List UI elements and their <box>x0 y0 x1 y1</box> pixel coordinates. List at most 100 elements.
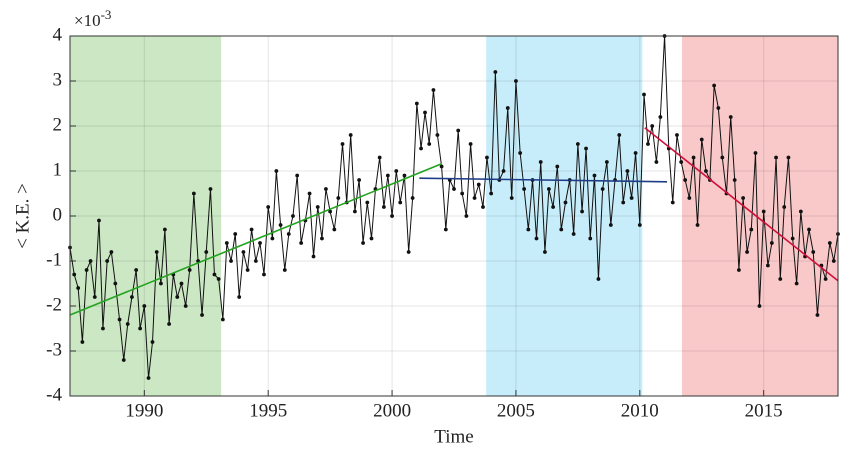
data-point <box>187 268 192 272</box>
data-point <box>295 173 300 178</box>
data-point <box>794 281 799 286</box>
data-point <box>357 178 362 182</box>
data-point <box>571 232 576 236</box>
data-point <box>464 214 469 218</box>
data-point <box>646 142 650 146</box>
data-point <box>468 142 473 146</box>
data-point <box>546 187 551 191</box>
data-point <box>505 106 510 110</box>
data-point <box>815 313 820 317</box>
data-point <box>596 277 601 281</box>
y-tick-label: 1 <box>53 159 63 180</box>
offset-exponent: -3 <box>101 7 112 22</box>
data-point <box>476 182 481 187</box>
data-point <box>414 101 419 106</box>
data-point <box>233 232 238 236</box>
data-point <box>121 358 126 362</box>
data-point <box>109 250 114 254</box>
data-point <box>811 250 816 254</box>
data-point <box>650 124 655 128</box>
data-point <box>394 169 399 173</box>
data-point <box>216 277 221 281</box>
data-point <box>712 83 717 88</box>
data-point <box>332 227 337 232</box>
data-point <box>489 191 494 196</box>
offset-base: ×10 <box>74 11 101 30</box>
data-point <box>208 187 213 191</box>
data-point <box>398 200 403 205</box>
data-point <box>220 317 225 322</box>
data-point <box>212 272 217 277</box>
data-point <box>183 304 188 308</box>
data-point <box>704 169 708 173</box>
data-point <box>299 241 304 245</box>
data-point <box>501 169 506 173</box>
data-point <box>765 263 770 268</box>
data-point <box>262 272 266 277</box>
data-point <box>798 209 803 214</box>
trend-line <box>644 127 839 282</box>
data-point <box>786 155 791 160</box>
data-point <box>658 115 663 119</box>
data-point <box>381 205 386 209</box>
data-point <box>675 133 679 137</box>
shaded-region <box>681 36 838 396</box>
data-point <box>72 272 77 277</box>
data-point <box>253 259 258 263</box>
data-point <box>113 281 118 286</box>
data-point <box>97 218 101 223</box>
data-point <box>514 79 518 83</box>
data-point <box>481 205 485 209</box>
data-point <box>134 268 139 272</box>
data-point <box>245 268 250 272</box>
data-point <box>720 155 725 160</box>
data-point <box>633 151 638 155</box>
data-point <box>592 173 597 178</box>
x-tick-label: 2010 <box>621 400 659 421</box>
y-tick-label: -4 <box>46 384 62 405</box>
data-point <box>753 151 758 155</box>
x-tick-label: 2000 <box>373 400 411 421</box>
data-point <box>604 160 609 164</box>
x-tick-label: 2005 <box>497 400 535 421</box>
data-point <box>443 227 448 232</box>
data-point <box>117 317 122 322</box>
data-point <box>522 187 527 191</box>
data-point <box>555 164 560 169</box>
data-point <box>237 295 242 299</box>
y-tick-label: 0 <box>53 204 63 225</box>
data-point <box>485 155 489 160</box>
data-point <box>150 340 155 344</box>
data-point <box>224 241 229 245</box>
y-offset-label: ×10-3 <box>74 7 111 30</box>
data-point <box>353 209 357 214</box>
data-point <box>423 110 427 115</box>
data-point <box>551 205 555 209</box>
y-axis-label: < K.E. > <box>12 183 33 249</box>
data-point <box>716 106 721 110</box>
data-point <box>402 173 407 178</box>
data-point <box>823 277 828 281</box>
data-point <box>340 142 345 146</box>
data-point <box>167 322 171 326</box>
x-tick-label: 1990 <box>125 400 163 421</box>
data-point <box>175 295 180 299</box>
data-point <box>460 191 465 196</box>
x-tick-label: 2015 <box>745 400 783 421</box>
data-point <box>88 259 93 263</box>
data-point <box>737 268 741 272</box>
y-tick-label: 3 <box>53 69 63 90</box>
data-point <box>745 250 749 254</box>
trend-line <box>419 177 668 183</box>
data-point <box>559 227 564 232</box>
data-point <box>637 223 642 227</box>
data-point <box>456 128 461 133</box>
data-point <box>691 155 696 160</box>
shaded-region <box>486 36 643 396</box>
data-point <box>435 133 440 137</box>
data-point <box>76 286 81 290</box>
data-point <box>699 137 704 142</box>
data-point <box>369 236 374 241</box>
data-point <box>642 92 646 97</box>
data-point <box>526 227 531 232</box>
